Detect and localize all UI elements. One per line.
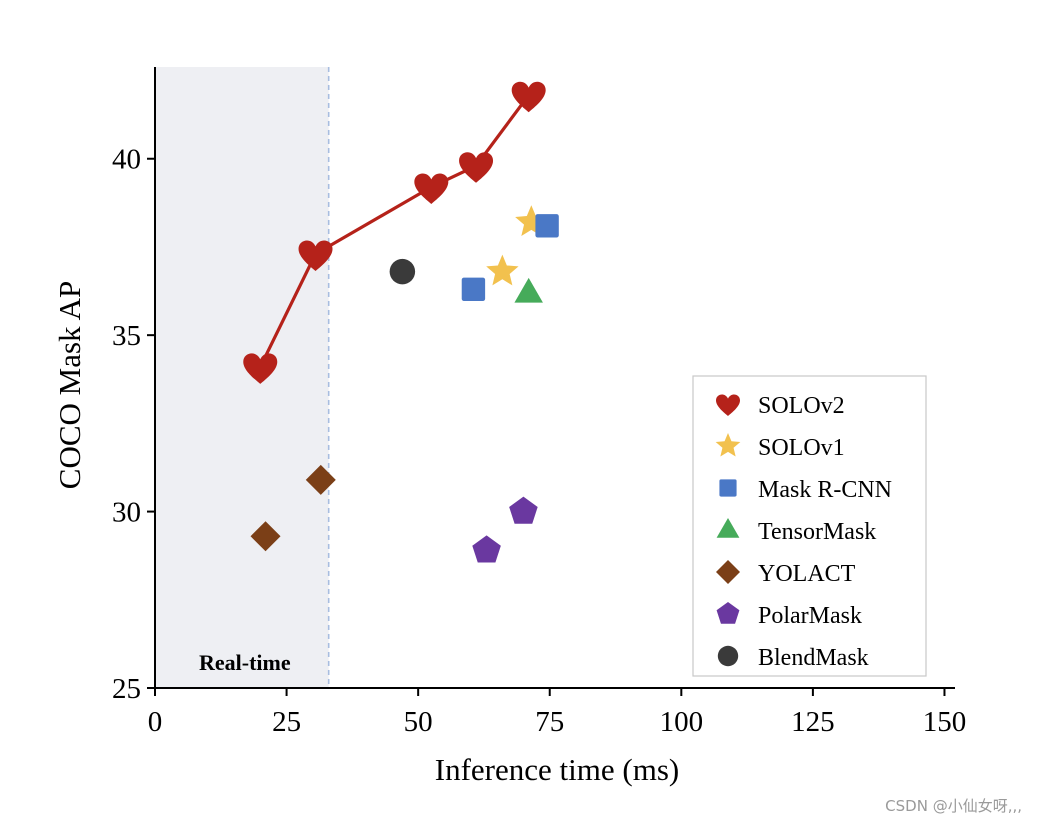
legend-marker-solov2 xyxy=(716,394,740,416)
legend-label-yolact: YOLACT xyxy=(758,561,856,587)
data-point-mask-r-cnn xyxy=(461,277,486,301)
data-markers xyxy=(243,81,559,563)
x-tick-label: 125 xyxy=(791,706,835,738)
legend-label-polarmask: PolarMask xyxy=(758,603,862,629)
data-point-polarmask xyxy=(472,535,501,563)
legend-marker-solov1 xyxy=(715,433,741,457)
data-point-solov2 xyxy=(459,152,494,183)
data-point-mask-r-cnn xyxy=(535,214,559,238)
data-point-blendmask xyxy=(389,258,416,285)
x-tick-label: 150 xyxy=(923,706,967,738)
realtime-region xyxy=(155,67,329,688)
x-tick-label: 0 xyxy=(148,706,163,738)
data-point-polarmask xyxy=(509,496,538,524)
legend-label-solov2: SOLOv2 xyxy=(758,393,845,419)
legend-marker-mask-r-cnn xyxy=(719,479,737,497)
data-point-solov2 xyxy=(414,173,449,204)
legend-marker-blendmask xyxy=(717,645,739,667)
x-tick-label: 50 xyxy=(404,706,433,738)
data-point-yolact xyxy=(305,464,336,495)
y-axis-label: COCO Mask AP xyxy=(52,281,87,489)
data-point-solov2 xyxy=(298,240,333,272)
data-point-solov2 xyxy=(243,353,278,384)
legend-label-tensormask: TensorMask xyxy=(758,519,876,545)
x-tick-label: 100 xyxy=(660,706,704,738)
legend-marker-tensormask xyxy=(716,518,740,538)
watermark: CSDN @小仙女呀,,, xyxy=(885,797,1022,815)
data-point-tensormask xyxy=(514,277,543,303)
data-point-yolact xyxy=(250,521,281,552)
legend: SOLOv2 SOLOv1 Mask R-CNN TensorMask YOLACT Po… xyxy=(692,375,927,677)
data-point-solov2 xyxy=(511,81,546,113)
x-tick-label: 75 xyxy=(535,706,564,738)
legend-label-solov1: SOLOv1 xyxy=(758,435,845,461)
x-axis-label: Inference time (ms) xyxy=(435,752,679,787)
x-tick-label: 25 xyxy=(272,706,301,738)
y-tick-label: 30 xyxy=(112,497,141,529)
data-point-solov1 xyxy=(486,254,519,286)
legend-items: SOLOv2 SOLOv1 Mask R-CNN TensorMask YOLACT Po… xyxy=(715,393,892,671)
y-tick-label: 25 xyxy=(112,673,141,705)
legend-label-blendmask: BlendMask xyxy=(758,645,869,671)
y-tick-label: 40 xyxy=(112,144,141,176)
legend-marker-polarmask xyxy=(716,602,740,624)
legend-label-mask-r-cnn: Mask R-CNN xyxy=(758,477,892,503)
realtime-label: Real-time xyxy=(199,650,291,675)
legend-marker-yolact xyxy=(716,560,740,584)
y-tick-label: 35 xyxy=(112,320,141,352)
